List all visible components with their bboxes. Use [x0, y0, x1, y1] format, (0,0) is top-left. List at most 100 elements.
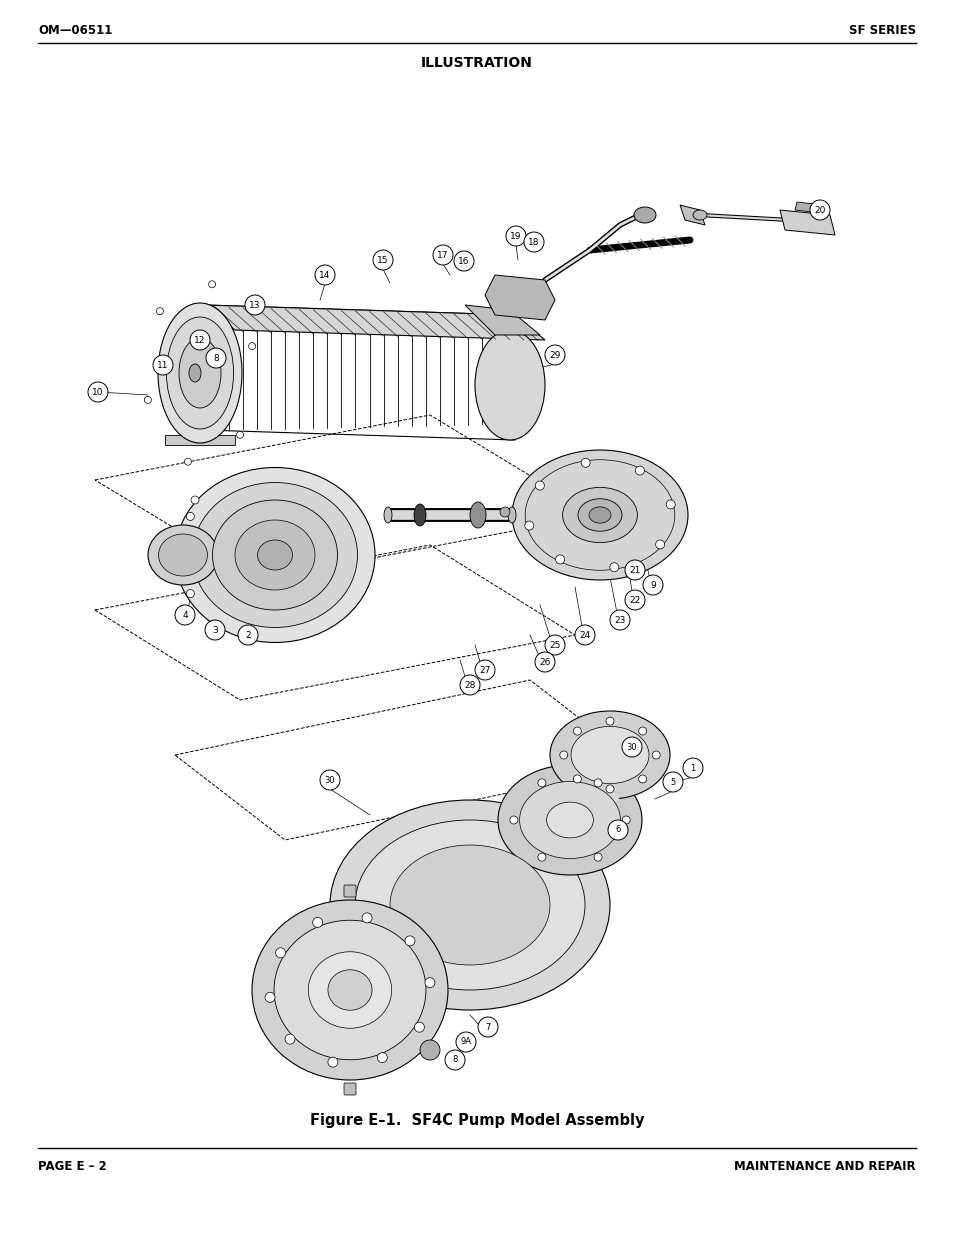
Ellipse shape: [444, 1050, 464, 1070]
Ellipse shape: [274, 920, 425, 1060]
Ellipse shape: [152, 354, 172, 375]
Ellipse shape: [174, 605, 194, 625]
Polygon shape: [165, 435, 234, 445]
Text: 1: 1: [690, 763, 695, 773]
Circle shape: [652, 751, 659, 760]
Ellipse shape: [166, 317, 233, 429]
Ellipse shape: [544, 635, 564, 655]
Ellipse shape: [190, 330, 210, 350]
Ellipse shape: [158, 303, 242, 443]
Circle shape: [144, 396, 152, 404]
Text: 3: 3: [212, 625, 217, 635]
Text: 7: 7: [485, 1023, 490, 1031]
Ellipse shape: [319, 769, 339, 790]
Text: 18: 18: [528, 237, 539, 247]
Circle shape: [605, 785, 614, 793]
Ellipse shape: [546, 802, 593, 837]
Ellipse shape: [475, 659, 495, 680]
Ellipse shape: [454, 251, 474, 270]
Text: 28: 28: [464, 680, 476, 689]
Ellipse shape: [588, 506, 610, 524]
Circle shape: [265, 993, 274, 1003]
Circle shape: [638, 774, 646, 783]
Text: OM—06511: OM—06511: [38, 23, 112, 37]
Ellipse shape: [634, 207, 656, 224]
Circle shape: [236, 431, 243, 438]
Circle shape: [638, 727, 646, 735]
Circle shape: [594, 779, 601, 787]
Ellipse shape: [662, 772, 682, 792]
Circle shape: [524, 521, 534, 530]
Ellipse shape: [414, 504, 426, 526]
Ellipse shape: [507, 508, 516, 522]
Ellipse shape: [470, 501, 485, 529]
Text: 20: 20: [814, 205, 825, 215]
Text: 19: 19: [510, 231, 521, 241]
Ellipse shape: [308, 952, 392, 1029]
Ellipse shape: [544, 345, 564, 366]
Text: MAINTENANCE AND REPAIR: MAINTENANCE AND REPAIR: [734, 1161, 915, 1173]
Circle shape: [621, 816, 630, 824]
Text: 16: 16: [457, 257, 469, 266]
Text: 13: 13: [249, 300, 260, 310]
Text: 2: 2: [245, 631, 251, 640]
Ellipse shape: [456, 1032, 476, 1052]
Ellipse shape: [512, 450, 687, 580]
Ellipse shape: [330, 800, 609, 1010]
Ellipse shape: [535, 652, 555, 672]
Circle shape: [424, 978, 435, 988]
Circle shape: [535, 482, 544, 490]
Text: PAGE E – 2: PAGE E – 2: [38, 1161, 107, 1173]
Text: 14: 14: [319, 270, 331, 279]
Ellipse shape: [384, 508, 392, 522]
Ellipse shape: [642, 576, 662, 595]
Polygon shape: [679, 205, 704, 225]
Polygon shape: [780, 210, 834, 235]
Ellipse shape: [314, 266, 335, 285]
Polygon shape: [484, 275, 555, 320]
Text: 4: 4: [182, 610, 188, 620]
Ellipse shape: [692, 210, 706, 220]
Text: 9A: 9A: [460, 1037, 471, 1046]
Ellipse shape: [179, 338, 221, 408]
Text: 23: 23: [614, 615, 625, 625]
Text: 24: 24: [578, 631, 590, 640]
Ellipse shape: [809, 200, 829, 220]
Ellipse shape: [252, 900, 448, 1079]
Circle shape: [635, 466, 643, 475]
Ellipse shape: [237, 625, 257, 645]
Polygon shape: [464, 305, 539, 335]
Text: 11: 11: [157, 361, 169, 369]
Circle shape: [655, 540, 664, 548]
Text: SF SERIES: SF SERIES: [848, 23, 915, 37]
Ellipse shape: [158, 534, 208, 576]
Circle shape: [285, 1034, 294, 1044]
Ellipse shape: [609, 610, 629, 630]
Ellipse shape: [562, 488, 637, 542]
Ellipse shape: [373, 249, 393, 270]
Circle shape: [580, 458, 590, 467]
Circle shape: [537, 853, 545, 861]
Text: 6: 6: [615, 825, 620, 835]
Text: 10: 10: [92, 388, 104, 396]
Ellipse shape: [88, 382, 108, 403]
Circle shape: [665, 500, 675, 509]
Ellipse shape: [390, 845, 550, 965]
Ellipse shape: [205, 620, 225, 640]
Ellipse shape: [624, 590, 644, 610]
Ellipse shape: [621, 737, 641, 757]
Text: Figure E–1.  SF4C Pump Model Assembly: Figure E–1. SF4C Pump Model Assembly: [310, 1113, 643, 1128]
Ellipse shape: [578, 499, 621, 531]
Polygon shape: [205, 305, 544, 340]
Circle shape: [209, 280, 215, 288]
Circle shape: [186, 589, 194, 598]
Text: 30: 30: [626, 742, 637, 752]
Text: 15: 15: [376, 256, 388, 264]
Circle shape: [191, 496, 199, 504]
Circle shape: [609, 563, 618, 572]
Circle shape: [275, 947, 285, 958]
Circle shape: [419, 1040, 439, 1060]
Circle shape: [573, 727, 580, 735]
Circle shape: [573, 774, 580, 783]
Text: 29: 29: [549, 351, 560, 359]
